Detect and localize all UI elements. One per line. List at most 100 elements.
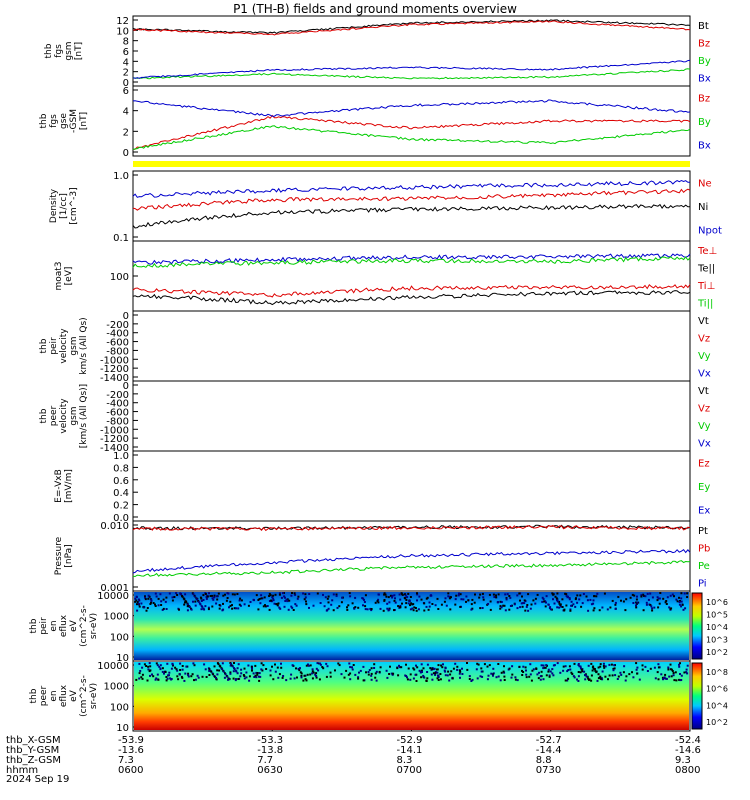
- panel-frame-0: [132, 15, 691, 87]
- spectrogram-speckle: [247, 664, 250, 667]
- y-tick-label: 0.001: [100, 583, 129, 594]
- spectrogram-speckle: [386, 676, 389, 679]
- spectrogram-speckle: [459, 593, 462, 596]
- spectrogram-speckle: [255, 594, 258, 597]
- spectrogram-speckle: [583, 670, 586, 673]
- spectrogram-speckle: [418, 595, 421, 598]
- spectrogram-speckle: [641, 664, 644, 667]
- spectrogram-speckle: [662, 597, 665, 600]
- spectrogram-speckle: [468, 675, 471, 678]
- spectrogram-speckle: [326, 597, 329, 600]
- spectrogram-speckle: [260, 662, 263, 665]
- ephemeris-value: 0630: [257, 765, 283, 776]
- spectrogram-speckle: [454, 662, 457, 665]
- spectrogram-speckle: [587, 664, 590, 667]
- spectrogram-speckle: [527, 609, 530, 612]
- spectrogram-speckle: [599, 665, 602, 668]
- spectrogram-speckle: [135, 596, 138, 599]
- spectrogram-speckle: [631, 671, 633, 674]
- spectrogram-speckle: [570, 671, 573, 674]
- y-axis-label: fgs: [49, 114, 59, 128]
- spectrogram-speckle: [674, 671, 677, 674]
- spectrogram-speckle: [603, 666, 606, 669]
- spectrogram-speckle: [576, 601, 579, 604]
- y-axis-label: fgs: [54, 44, 64, 58]
- spectrogram-speckle: [611, 599, 614, 602]
- spectrogram-speckle: [147, 594, 150, 597]
- spectrogram-speckle: [511, 673, 514, 676]
- spectrogram-speckle: [205, 596, 208, 599]
- spectrogram-speckle: [166, 677, 169, 680]
- spectrogram-speckle: [138, 677, 141, 680]
- spectrogram-speckle: [568, 597, 571, 599]
- spectrogram-speckle: [222, 602, 224, 605]
- spectrogram-speckle: [351, 668, 354, 671]
- spectrogram-speckle: [673, 679, 676, 682]
- spectrogram-speckle: [280, 662, 282, 665]
- spectrogram-speckle: [222, 594, 225, 597]
- y-tick-label: 10000: [97, 661, 129, 672]
- spectrogram-speckle: [499, 600, 502, 603]
- spectrogram-speckle: [213, 596, 216, 599]
- spectrogram-speckle: [415, 680, 418, 682]
- spectrogram-speckle: [228, 678, 231, 681]
- spectrogram-speckle: [211, 605, 214, 608]
- spectrogram-speckle: [530, 603, 533, 606]
- spectrogram-speckle: [481, 592, 484, 595]
- spectrogram-speckle: [552, 598, 554, 601]
- spectrogram-speckle: [200, 608, 203, 611]
- y-axis-label: gsm: [69, 336, 79, 355]
- spectrogram-speckle: [156, 664, 159, 667]
- spectrogram-speckle: [224, 673, 227, 676]
- legend-Bx: Bx: [698, 140, 711, 151]
- spectrogram-speckle: [658, 602, 661, 605]
- spectrogram-speckle: [426, 677, 429, 680]
- spectrogram-speckle: [572, 603, 575, 606]
- spectrogram-speckle: [308, 606, 310, 609]
- spectrogram-speckle: [386, 607, 389, 610]
- spectrogram-speckle: [292, 609, 295, 611]
- spectrogram-speckle: [412, 603, 415, 606]
- legend-Bx: Bx: [698, 73, 711, 84]
- spectrogram-speckle: [157, 597, 160, 600]
- spectrogram-speckle: [277, 676, 280, 679]
- spectrogram-speckle: [165, 608, 168, 610]
- spectrogram-speckle: [396, 667, 399, 670]
- spectrogram-speckle: [400, 666, 403, 669]
- spectrogram-speckle: [678, 603, 681, 606]
- spectrogram-speckle: [436, 597, 439, 600]
- spectrogram-speckle: [364, 608, 367, 611]
- spectrogram-speckle: [587, 609, 590, 612]
- spectrogram-speckle: [479, 675, 482, 678]
- colorbar-tick: 10^8: [706, 668, 728, 677]
- spectrogram-speckle: [528, 675, 531, 678]
- y-tick-label: -1200: [100, 434, 129, 445]
- spectrogram-speckle: [579, 667, 582, 670]
- spectrogram-speckle: [409, 596, 412, 598]
- spectrogram-speckle: [335, 593, 338, 596]
- spectrogram-speckle: [610, 663, 613, 666]
- legend-By: By: [698, 56, 711, 67]
- spectrogram-speckle: [215, 602, 218, 605]
- legend-Vt: Vt: [698, 386, 709, 397]
- spectrogram-speckle: [443, 600, 446, 603]
- spectrogram-speckle: [651, 596, 654, 599]
- y-tick-label: -1000: [100, 425, 129, 436]
- spectrogram-speckle: [168, 592, 171, 595]
- spectrogram-speckle: [149, 603, 152, 605]
- spectrogram-speckle: [562, 665, 565, 668]
- spectrogram-speckle: [493, 596, 496, 598]
- y-axis-label: eV: [69, 619, 79, 632]
- spectrogram-speckle: [349, 672, 352, 675]
- y-tick-label: 1.0: [113, 451, 129, 462]
- y-tick-label: 1.0: [113, 171, 129, 182]
- spectrogram-speckle: [213, 594, 216, 597]
- spectrogram-speckle: [534, 597, 537, 600]
- spectrogram-speckle: [186, 609, 189, 612]
- spectrogram-speckle: [629, 596, 632, 599]
- spectrogram-speckle: [312, 604, 315, 607]
- spectrogram-speckle: [566, 596, 569, 599]
- spectrogram-speckle: [522, 665, 525, 668]
- y-tick-label: 100: [110, 702, 129, 713]
- y-axis-label: [km/s (All Qs)]: [79, 384, 89, 448]
